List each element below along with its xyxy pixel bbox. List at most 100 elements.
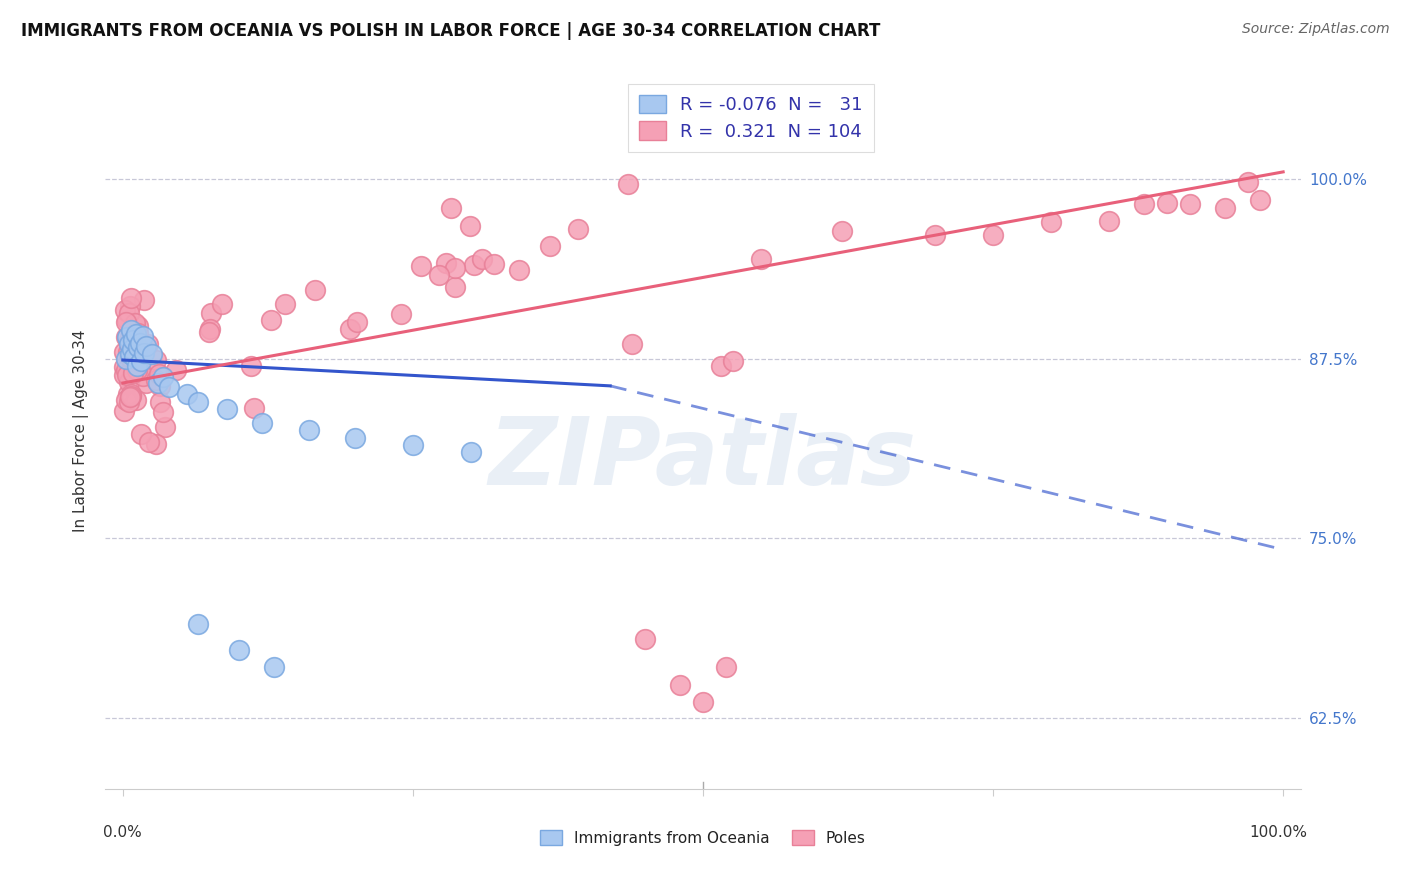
Point bbox=[125, 362, 148, 376]
Point bbox=[114, 303, 136, 318]
Point bbox=[145, 436, 167, 450]
Point bbox=[115, 363, 138, 377]
Point bbox=[124, 393, 146, 408]
Point bbox=[125, 359, 148, 373]
Point bbox=[165, 362, 187, 376]
Point bbox=[1237, 175, 1260, 189]
Point bbox=[129, 427, 152, 442]
Point bbox=[187, 394, 209, 409]
Point bbox=[617, 177, 640, 191]
Point bbox=[471, 252, 494, 266]
Point bbox=[1180, 197, 1202, 211]
Point bbox=[127, 318, 149, 333]
Point bbox=[260, 313, 283, 327]
Point bbox=[273, 297, 295, 311]
Point bbox=[1040, 215, 1063, 229]
Point bbox=[346, 315, 368, 329]
Point bbox=[115, 351, 138, 366]
Point bbox=[1133, 196, 1156, 211]
Point bbox=[721, 354, 744, 368]
Point bbox=[121, 342, 143, 356]
Point bbox=[198, 326, 221, 340]
Point bbox=[538, 239, 561, 253]
Point bbox=[1098, 214, 1121, 228]
Point bbox=[240, 359, 263, 373]
Point bbox=[129, 349, 152, 363]
Point bbox=[831, 224, 853, 238]
Point bbox=[402, 438, 425, 452]
Point bbox=[148, 367, 170, 381]
Point bbox=[427, 268, 450, 283]
Point bbox=[620, 336, 643, 351]
Point bbox=[145, 353, 167, 368]
Point bbox=[118, 299, 141, 313]
Point bbox=[153, 420, 176, 434]
Legend: Immigrants from Oceania, Poles: Immigrants from Oceania, Poles bbox=[533, 822, 873, 854]
Point bbox=[211, 297, 233, 311]
Point bbox=[132, 346, 155, 360]
Point bbox=[121, 355, 143, 369]
Point bbox=[152, 405, 174, 419]
Point bbox=[120, 291, 142, 305]
Point bbox=[176, 387, 198, 401]
Point bbox=[152, 370, 174, 384]
Point bbox=[124, 350, 146, 364]
Point bbox=[120, 389, 142, 403]
Point bbox=[149, 378, 172, 392]
Point bbox=[120, 388, 142, 402]
Point bbox=[117, 368, 139, 382]
Text: Source: ZipAtlas.com: Source: ZipAtlas.com bbox=[1241, 22, 1389, 37]
Point bbox=[114, 315, 136, 329]
Point bbox=[1249, 193, 1271, 207]
Point bbox=[122, 340, 145, 354]
Point bbox=[117, 330, 139, 344]
Point bbox=[118, 337, 141, 351]
Point bbox=[138, 435, 160, 450]
Point bbox=[122, 347, 145, 361]
Point bbox=[243, 401, 266, 415]
Point bbox=[120, 386, 142, 401]
Point bbox=[716, 660, 738, 674]
Point bbox=[120, 346, 142, 360]
Point bbox=[444, 280, 467, 294]
Point bbox=[339, 322, 361, 336]
Point bbox=[112, 368, 135, 382]
Point bbox=[263, 660, 285, 674]
Point bbox=[112, 344, 135, 359]
Text: ZIPatlas: ZIPatlas bbox=[489, 413, 917, 505]
Point bbox=[200, 306, 222, 320]
Point bbox=[115, 313, 138, 327]
Point bbox=[118, 334, 141, 348]
Point bbox=[122, 332, 145, 346]
Point bbox=[924, 228, 946, 243]
Point bbox=[120, 390, 142, 404]
Point bbox=[131, 328, 153, 343]
Text: 0.0%: 0.0% bbox=[103, 825, 142, 840]
Point bbox=[634, 632, 657, 646]
Point bbox=[121, 355, 143, 369]
Point bbox=[228, 643, 250, 657]
Point bbox=[129, 335, 152, 350]
Point bbox=[118, 347, 141, 361]
Point bbox=[118, 375, 141, 389]
Point bbox=[145, 373, 167, 387]
Point bbox=[444, 260, 467, 275]
Point bbox=[132, 293, 155, 308]
Point bbox=[146, 376, 169, 390]
Point bbox=[124, 317, 146, 331]
Point bbox=[112, 404, 135, 418]
Point bbox=[117, 345, 139, 359]
Point bbox=[482, 257, 505, 271]
Y-axis label: In Labor Force | Age 30-34: In Labor Force | Age 30-34 bbox=[73, 329, 89, 532]
Point bbox=[135, 376, 157, 390]
Point bbox=[120, 323, 142, 337]
Point bbox=[132, 368, 155, 383]
Point bbox=[187, 617, 209, 632]
Point bbox=[122, 333, 145, 347]
Point bbox=[411, 259, 433, 273]
Point bbox=[981, 228, 1004, 243]
Point bbox=[131, 354, 153, 368]
Point bbox=[710, 359, 733, 374]
Point bbox=[749, 252, 772, 266]
Point bbox=[127, 340, 149, 354]
